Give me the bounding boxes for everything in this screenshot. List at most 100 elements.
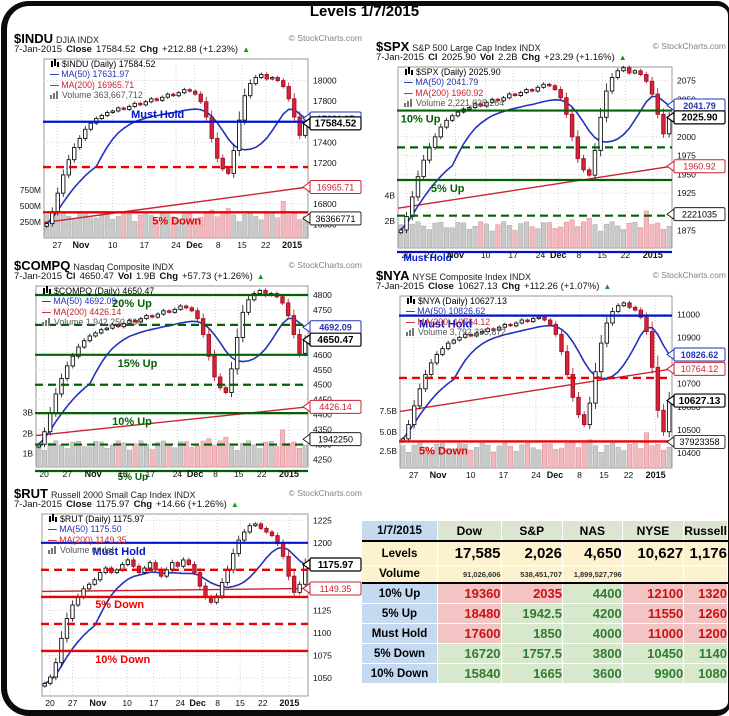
svg-text:10: 10 xyxy=(481,250,491,260)
level-label: Must Hold xyxy=(419,319,472,331)
svg-text:8: 8 xyxy=(216,240,221,250)
svg-text:Nov: Nov xyxy=(72,240,89,250)
svg-text:27: 27 xyxy=(425,250,435,260)
level-cell: 1080 xyxy=(683,663,728,684)
svg-text:10: 10 xyxy=(118,469,128,479)
svg-text:10764.12: 10764.12 xyxy=(681,364,719,374)
svg-text:4500: 4500 xyxy=(313,380,332,390)
svg-text:10627.13: 10627.13 xyxy=(679,396,721,407)
chart-header: $COMPQ Nasdaq Composite INDX © StockCharts… xyxy=(14,257,364,273)
ma200-callout xyxy=(673,361,726,376)
levels-table-container: 1/7/2015 Dow S&P NAS NYSE Russell Levels 17,585… xyxy=(362,521,728,684)
svg-text:2041.79: 2041.79 xyxy=(683,101,716,111)
chart-panel-compq: $COMPQ Nasdaq Composite INDX © StockCharts… xyxy=(14,257,364,481)
chart-credit: © StockCharts.com xyxy=(652,41,726,51)
level-cell: 19360 xyxy=(437,583,502,604)
svg-text:16965.71: 16965.71 xyxy=(317,182,355,192)
chart-date: 7-Jan-2015 xyxy=(376,52,425,63)
volume-value: 538,451,707 xyxy=(501,565,564,584)
svg-text:20: 20 xyxy=(45,698,55,708)
svg-text:7.5B: 7.5B xyxy=(380,406,398,416)
level-cell: 10450 xyxy=(622,643,685,664)
chart-credit: © StockCharts.com xyxy=(652,270,726,280)
svg-text:1942250: 1942250 xyxy=(318,434,353,444)
change-value: +57.73 (+1.26%) xyxy=(182,271,253,282)
chart-subheader: 7-Jan-2015 Cl 4650.47 Vol 1.9B Chg +57.73 (+1.… xyxy=(14,271,364,284)
up-arrow-icon: ▲ xyxy=(230,500,239,509)
chart-subheader: 7-Jan-2015 Close 1175.97 Chg +14.66 (+1.26%)… xyxy=(14,499,364,512)
svg-text:24: 24 xyxy=(536,250,546,260)
level-label: 10% Up xyxy=(401,114,441,126)
volume-value: 1,899,527,796 xyxy=(562,565,623,584)
row-label: Must Hold xyxy=(362,623,438,644)
table-row-must-hold: Must Hold 17600 1850 4000 11000 1200 xyxy=(362,623,728,644)
svg-text:1B: 1B xyxy=(23,448,34,458)
level-label: 5% Down xyxy=(95,599,144,611)
chart-header: $RUT Russell 2000 Small Cap Index INDX © S… xyxy=(14,485,364,501)
close-label: Cl xyxy=(428,52,438,63)
svg-text:2.5B: 2.5B xyxy=(380,446,398,456)
svg-text:3B: 3B xyxy=(23,408,34,418)
level-cell: 1140 xyxy=(683,643,728,664)
svg-text:4800: 4800 xyxy=(313,290,332,300)
svg-text:24: 24 xyxy=(173,469,183,479)
level-label: 10% Down xyxy=(95,654,150,666)
level-cell: 3800 xyxy=(562,643,623,664)
svg-text:1950: 1950 xyxy=(677,169,696,179)
chart-credit: © StockCharts.com xyxy=(288,260,362,270)
price-chart-rut: Must Hold 5% Down 10% Down 1225 1200 1125 1100… xyxy=(41,513,362,708)
svg-text:1125: 1125 xyxy=(313,605,332,615)
table-header-row: 1/7/2015 Dow S&P NAS NYSE Russell xyxy=(362,521,728,542)
svg-text:8: 8 xyxy=(213,469,218,479)
change-label: Chg xyxy=(139,44,159,55)
level-label: 10% Up xyxy=(112,416,152,428)
chart-subheader: 7-Jan-2015 Close 17584.52 Chg +212.88 (+1.23… xyxy=(14,44,364,57)
svg-text:4B: 4B xyxy=(385,191,396,201)
svg-text:10700: 10700 xyxy=(677,379,701,389)
chart-description: S&P 500 Large Cap Index INDX xyxy=(412,43,541,53)
level-cell: 1850 xyxy=(501,623,564,644)
level-cell: 16720 xyxy=(437,643,502,664)
svg-text:24: 24 xyxy=(176,698,186,708)
change-label: Chg xyxy=(501,281,521,292)
svg-text:1100: 1100 xyxy=(313,628,332,638)
svg-text:4350: 4350 xyxy=(313,425,332,435)
level-label: 5% Up xyxy=(431,183,465,195)
table-column-header-nyse: NYSE xyxy=(622,521,685,542)
table-row-levels: Levels 17,585 2,026 4,650 10,627 1,176 xyxy=(362,541,728,566)
chart-credit: © StockCharts.com xyxy=(288,33,362,43)
close-value: 2025.90 xyxy=(441,52,476,63)
table-column-header-nas: NAS xyxy=(562,521,623,542)
svg-text:10500: 10500 xyxy=(677,425,701,435)
volume-label: Vol xyxy=(117,271,132,282)
level-cell: 11000 xyxy=(622,623,685,644)
svg-text:10: 10 xyxy=(122,698,132,708)
level-label: Must Hold xyxy=(93,546,146,558)
svg-text:8: 8 xyxy=(577,470,582,480)
level-cell: 4200 xyxy=(562,603,623,624)
price-chart-compq: 20% Up 15% Up 10% Up 5% Up 4800 4750 4600 4550 4… xyxy=(23,285,362,481)
svg-text:Dec: Dec xyxy=(189,698,206,708)
svg-text:15: 15 xyxy=(597,250,607,260)
svg-text:20: 20 xyxy=(401,250,411,260)
volume-value: 1.9B xyxy=(135,271,156,282)
svg-text:2015: 2015 xyxy=(646,470,666,480)
chart-header: $NYA NYSE Composite Index INDX © StockChar… xyxy=(376,267,728,283)
svg-text:1225: 1225 xyxy=(313,515,332,525)
svg-text:17200: 17200 xyxy=(313,158,337,168)
chart-header: $SPX S&P 500 Large Cap Index INDX © StockC… xyxy=(376,38,728,54)
chart-panel-spx: $SPX S&P 500 Large Cap Index INDX © StockC… xyxy=(376,38,728,262)
svg-text:500M: 500M xyxy=(20,201,41,211)
volume-callout xyxy=(309,432,362,447)
svg-text:250M: 250M xyxy=(20,217,41,227)
svg-text:22: 22 xyxy=(257,469,267,479)
level-cell: 1320 xyxy=(683,583,728,604)
svg-text:2015: 2015 xyxy=(279,698,299,708)
chart-symbol: $SPX xyxy=(376,39,410,54)
table-row-10-up: 10% Up 19360 2035 4400 12100 1320 xyxy=(362,583,728,604)
table-column-header-dow: Dow xyxy=(437,521,502,542)
level-cell: 11550 xyxy=(622,603,685,624)
svg-text:2015: 2015 xyxy=(643,250,663,260)
svg-text:Dec: Dec xyxy=(550,250,567,260)
